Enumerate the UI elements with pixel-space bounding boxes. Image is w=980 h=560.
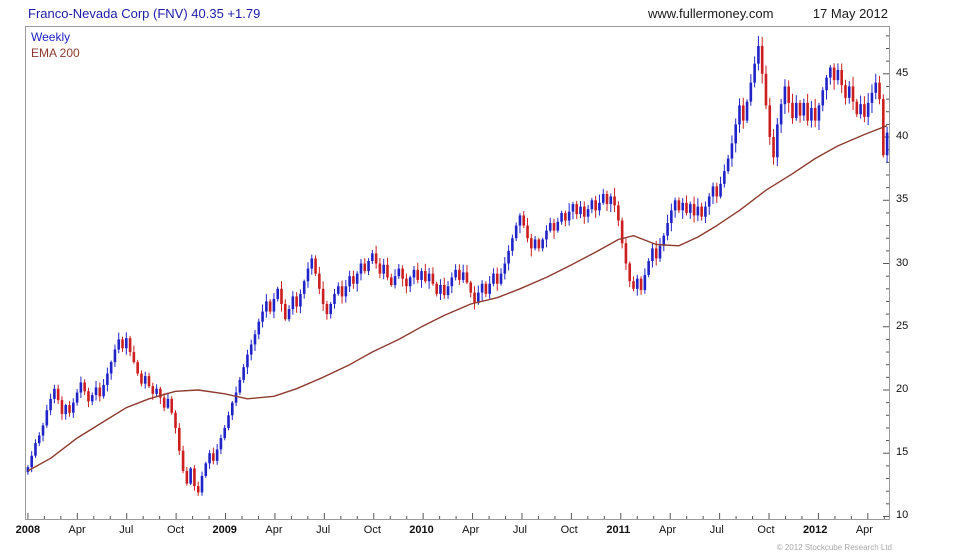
- y-tick-label: 35: [896, 193, 909, 206]
- x-tick-label: 2012: [802, 524, 828, 536]
- y-tick-label: 25: [896, 319, 909, 332]
- website-url: www.fullermoney.com: [648, 6, 774, 21]
- x-tick-label: Apr: [855, 524, 873, 536]
- x-tick-label: 2008: [15, 524, 41, 536]
- copyright-notice: © 2012 Stockcube Research Ltd: [776, 543, 892, 552]
- chart-date: 17 May 2012: [812, 6, 888, 21]
- ema-line: [27, 125, 888, 472]
- x-tick-label: 2010: [409, 524, 434, 536]
- x-tick-label: Oct: [757, 524, 775, 536]
- x-tick-label: Apr: [659, 524, 677, 536]
- x-tick-label: 2009: [212, 524, 237, 536]
- y-tick-label: 20: [896, 382, 909, 395]
- y-tick-label: 30: [896, 256, 909, 269]
- x-tick-label: Oct: [560, 524, 578, 536]
- legend-weekly: Weekly: [31, 30, 71, 44]
- y-tick-label: 10: [896, 509, 909, 522]
- x-tick-label: Jul: [709, 524, 724, 536]
- axis-ticks: [27, 35, 889, 519]
- chart-legend: Weekly EMA 200: [31, 29, 80, 61]
- price-chart: [26, 35, 889, 519]
- y-tick-label: 45: [896, 66, 909, 79]
- y-tick-label: 15: [896, 446, 909, 459]
- x-tick-label: Oct: [363, 524, 381, 536]
- legend-ema: EMA 200: [31, 46, 80, 60]
- x-tick-label: Jul: [512, 524, 527, 536]
- x-tick-label: Apr: [462, 524, 480, 536]
- x-tick-label: 2011: [606, 524, 631, 536]
- x-tick-label: Apr: [265, 524, 283, 536]
- x-tick-label: Jul: [316, 524, 331, 536]
- chart-area: Weekly EMA 200: [25, 26, 890, 520]
- x-tick-label: Jul: [119, 524, 134, 536]
- y-tick-label: 40: [896, 130, 909, 143]
- instrument-title: Franco-Nevada Corp (FNV) 40.35 +1.79: [28, 6, 261, 21]
- x-tick-label: Apr: [68, 524, 86, 536]
- x-tick-label: Oct: [166, 524, 185, 536]
- candlestick-series: [26, 35, 889, 496]
